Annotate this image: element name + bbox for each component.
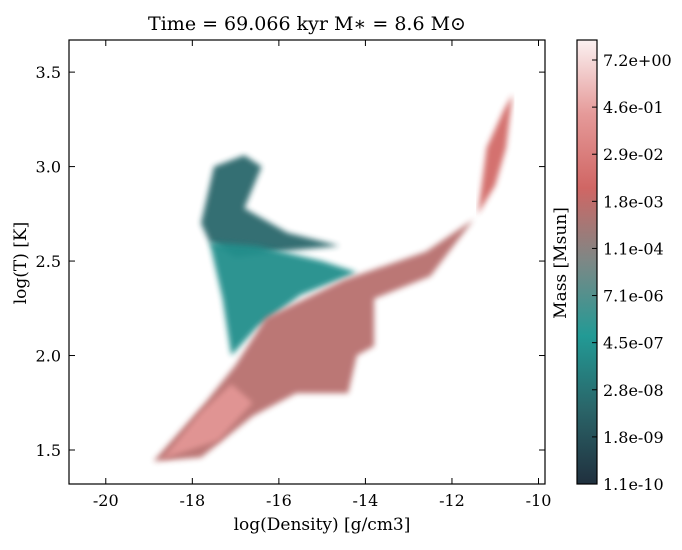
heatmap-region-hot-diffuse-gas [201,155,340,258]
colorbar-tick-label: 2.8e-08 [603,381,664,400]
colorbar-tick-label: 1.1e-10 [603,475,664,494]
colorbar-tick-label: 4.5e-07 [603,334,664,353]
y-tick-label: 3.5 [36,63,61,82]
x-tick-label: -20 [93,491,119,510]
colorbar-tick-label: 1.1e-04 [603,239,664,258]
chart-title: Time = 69.066 kyr M∗ = 8.6 M⊙ [148,13,466,35]
heatmap-region-hot-dense-arc [477,94,513,214]
y-tick-label: 2.5 [36,252,61,271]
x-tick-label: -14 [353,491,379,510]
colorbar-tick-label: 7.1e-06 [603,287,664,306]
heatmap-region-dense-ridge [162,383,253,460]
y-tick-label: 1.5 [36,441,61,460]
colorbar-tick-label: 4.6e-01 [603,98,664,117]
y-axis-label: log(T) [K] [11,222,31,305]
colorbar-tick-label: 7.2e+00 [603,51,672,70]
x-tick-label: -12 [439,491,465,510]
colorbar-tick-label: 2.9e-02 [603,145,664,164]
heatmap-region-warm-plume [209,242,357,356]
x-tick-label: -16 [266,491,292,510]
y-tick-label: 3.0 [36,158,61,177]
x-axis-label: log(Density) [g/cm3] [234,515,411,535]
colorbar-tick-label: 1.8e-09 [603,428,664,447]
colorbar-label: Mass [Msun] [551,207,571,319]
plot-frame [68,39,546,485]
y-tick-label: 2.0 [36,347,61,366]
colorbar-tick-label: 1.8e-03 [603,192,664,211]
x-tick-label: -18 [179,491,205,510]
colorbar [576,39,598,485]
x-tick-label: -10 [526,491,552,510]
